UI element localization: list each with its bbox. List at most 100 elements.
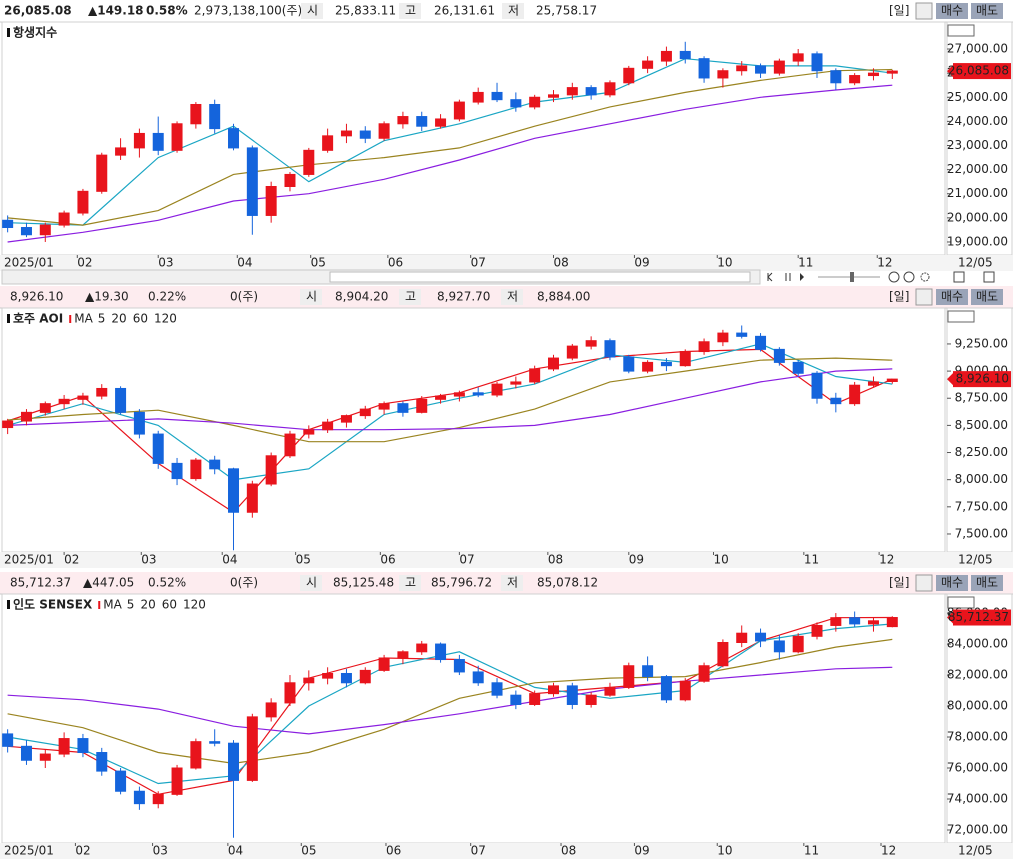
candle-body: [246, 147, 258, 216]
scroll-first[interactable]: [767, 272, 773, 282]
candle-body: [849, 75, 861, 84]
sell-button[interactable]: 매도: [976, 576, 998, 590]
x-tick-label: 09: [634, 256, 649, 270]
candle-body: [115, 147, 127, 156]
lir-icon: [947, 596, 975, 609]
header-open-label: 시: [307, 4, 318, 18]
settings-icon[interactable]: [920, 272, 930, 282]
buy-button-bg[interactable]: [936, 3, 968, 19]
x-tick-label: 08: [561, 844, 576, 858]
candle-body: [209, 103, 221, 130]
header-label-bg: [399, 575, 421, 591]
header-high-label: 고: [405, 290, 416, 304]
last-price-arrow: [947, 373, 953, 386]
buy-button-bg[interactable]: [936, 289, 968, 305]
candle-body: [284, 433, 296, 457]
zoom-handle[interactable]: [850, 272, 854, 282]
candle-body: [660, 50, 672, 62]
buy-button[interactable]: 매수: [941, 576, 963, 590]
candle-body: [228, 128, 240, 149]
scroll-thumb[interactable]: [329, 271, 751, 283]
period-button[interactable]: [일]: [889, 290, 909, 304]
period-button[interactable]: [일]: [889, 4, 909, 18]
x-tick-label: 08: [548, 553, 563, 567]
buy-button-bg[interactable]: [936, 575, 968, 591]
candle-body: [679, 50, 691, 60]
candle-body: [867, 620, 879, 625]
candle-body: [303, 429, 315, 435]
ma-line: [7, 84, 893, 243]
zoom-out[interactable]: [888, 271, 900, 283]
y-tick-label: 21,000.00: [947, 186, 1008, 200]
candle-body: [849, 617, 861, 625]
x-tick-label: 12: [877, 256, 892, 270]
candle-body: [529, 368, 541, 383]
candle-body: [416, 398, 428, 413]
header-low-label: 저: [507, 290, 518, 304]
scrollbar[interactable]: [1, 269, 995, 285]
lir-icon: [947, 310, 975, 323]
candle-body: [152, 132, 164, 151]
candle-body: [20, 227, 32, 236]
candle-body: [96, 752, 108, 772]
sell-button-bg[interactable]: [971, 575, 1003, 591]
candle-body: [228, 742, 240, 781]
header-label-bg: [501, 289, 523, 305]
x-end-label: 12/05: [958, 256, 993, 270]
buy-button[interactable]: 매수: [941, 290, 963, 304]
x-tick-label: 08: [553, 256, 568, 270]
scroll-play[interactable]: [800, 273, 804, 281]
x-tick-label: 10: [713, 553, 728, 567]
legend-title: 항생지수: [13, 25, 57, 40]
y-tick-label: 22,000.00: [947, 162, 1008, 176]
header-pct: 0.58%: [146, 4, 188, 18]
x-tick-label: 04: [222, 553, 237, 567]
zoom-in[interactable]: [903, 271, 915, 283]
sell-button-bg[interactable]: [971, 3, 1003, 19]
candle-body: [20, 745, 32, 761]
candle-body: [246, 716, 258, 781]
candle-body: [698, 341, 710, 353]
x-tick-label: 07: [459, 553, 474, 567]
candle-body: [472, 671, 484, 684]
x-end-label: 12/05: [958, 844, 993, 858]
settings-button[interactable]: [915, 2, 933, 20]
plot-area: [1, 593, 946, 844]
candle-body: [792, 361, 804, 374]
axis-area: [946, 21, 1013, 256]
sell-button[interactable]: 매도: [976, 4, 998, 18]
candle-body: [886, 378, 898, 382]
candle-body: [359, 130, 371, 139]
candle-body: [58, 398, 70, 405]
candle-body: [510, 381, 522, 385]
candle-body: [453, 101, 465, 120]
buy-button[interactable]: 매수: [941, 4, 963, 18]
legend-ma-label: MA: [103, 598, 122, 612]
candle-body: [322, 135, 334, 151]
window-icon[interactable]: [983, 271, 995, 283]
candle-body: [190, 103, 202, 125]
candle-body: [58, 738, 70, 755]
settings-button[interactable]: [915, 574, 933, 592]
sell-button-bg[interactable]: [971, 289, 1003, 305]
period-button[interactable]: [일]: [889, 576, 909, 590]
settings-button[interactable]: [915, 288, 933, 306]
candle-body: [660, 676, 672, 701]
scroll-pause[interactable]: [785, 273, 791, 281]
layout-icon[interactable]: [953, 271, 965, 283]
x-tick-label: 03: [141, 553, 156, 567]
candle-body: [378, 657, 390, 671]
candle-body: [773, 348, 785, 363]
candle-body: [340, 130, 352, 137]
candle-body: [378, 403, 390, 410]
header-volume: 0(주): [230, 576, 258, 590]
candle-body: [96, 387, 108, 397]
candle-body: [547, 685, 559, 695]
candle-body: [133, 790, 145, 805]
ma-line: [7, 638, 893, 765]
candle-body: [359, 669, 371, 684]
x-tick-label: 09: [629, 553, 644, 567]
sell-button[interactable]: 매도: [976, 290, 998, 304]
candle-body: [472, 392, 484, 396]
